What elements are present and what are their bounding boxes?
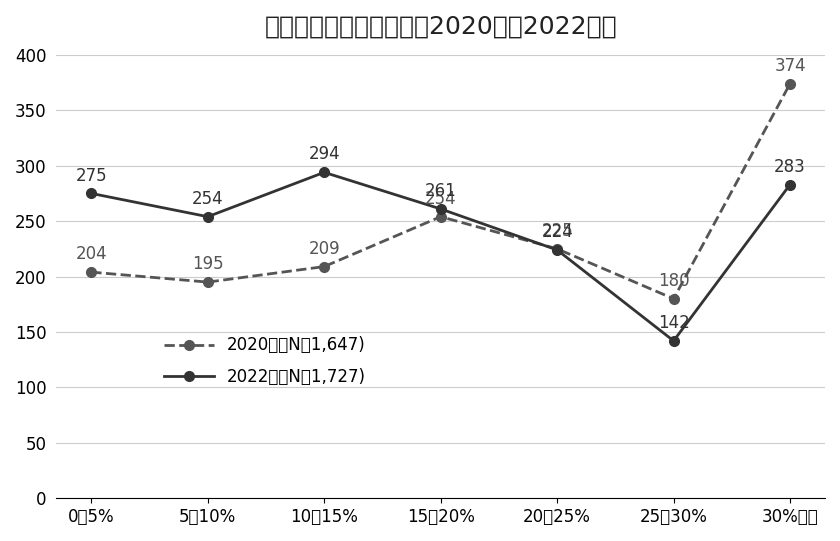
- 2020年（N値1,647): [436, 214, 446, 220]
- 2020年（N値1,647): [669, 295, 679, 302]
- Legend: 2020年（N値1,647), 2022年（N値1,727): 2020年（N値1,647), 2022年（N値1,727): [157, 329, 373, 392]
- Text: 275: 275: [76, 167, 107, 184]
- Text: 209: 209: [308, 240, 340, 258]
- Text: 180: 180: [658, 272, 690, 290]
- 2022年（N値1,727): [202, 214, 213, 220]
- Text: 195: 195: [192, 255, 223, 273]
- Text: 142: 142: [658, 314, 690, 332]
- Text: 374: 374: [774, 57, 806, 75]
- Text: 204: 204: [76, 245, 107, 263]
- 2022年（N値1,727): [552, 247, 562, 253]
- 2022年（N値1,727): [785, 181, 795, 188]
- 2020年（N値1,647): [319, 263, 329, 270]
- Text: 225: 225: [541, 222, 573, 240]
- Line: 2022年（N値1,727): 2022年（N値1,727): [87, 168, 795, 346]
- 2020年（N値1,647): [202, 279, 213, 285]
- 2020年（N値1,647): [87, 269, 97, 275]
- Text: 294: 294: [308, 146, 340, 163]
- 2022年（N値1,727): [436, 206, 446, 212]
- Text: 283: 283: [774, 157, 806, 176]
- Text: 261: 261: [425, 182, 457, 200]
- Text: 224: 224: [541, 223, 573, 241]
- 2022年（N値1,727): [87, 190, 97, 197]
- 2020年（N値1,647): [552, 246, 562, 252]
- 2022年（N値1,727): [669, 338, 679, 344]
- Text: 254: 254: [192, 190, 223, 208]
- Title: 離職率別　法人数比較（2020年－2022年）: 離職率別 法人数比較（2020年－2022年）: [265, 15, 617, 39]
- 2022年（N値1,727): [319, 169, 329, 176]
- Text: 254: 254: [425, 190, 456, 208]
- 2020年（N値1,647): [785, 81, 795, 87]
- Line: 2020年（N値1,647): 2020年（N値1,647): [87, 79, 795, 304]
